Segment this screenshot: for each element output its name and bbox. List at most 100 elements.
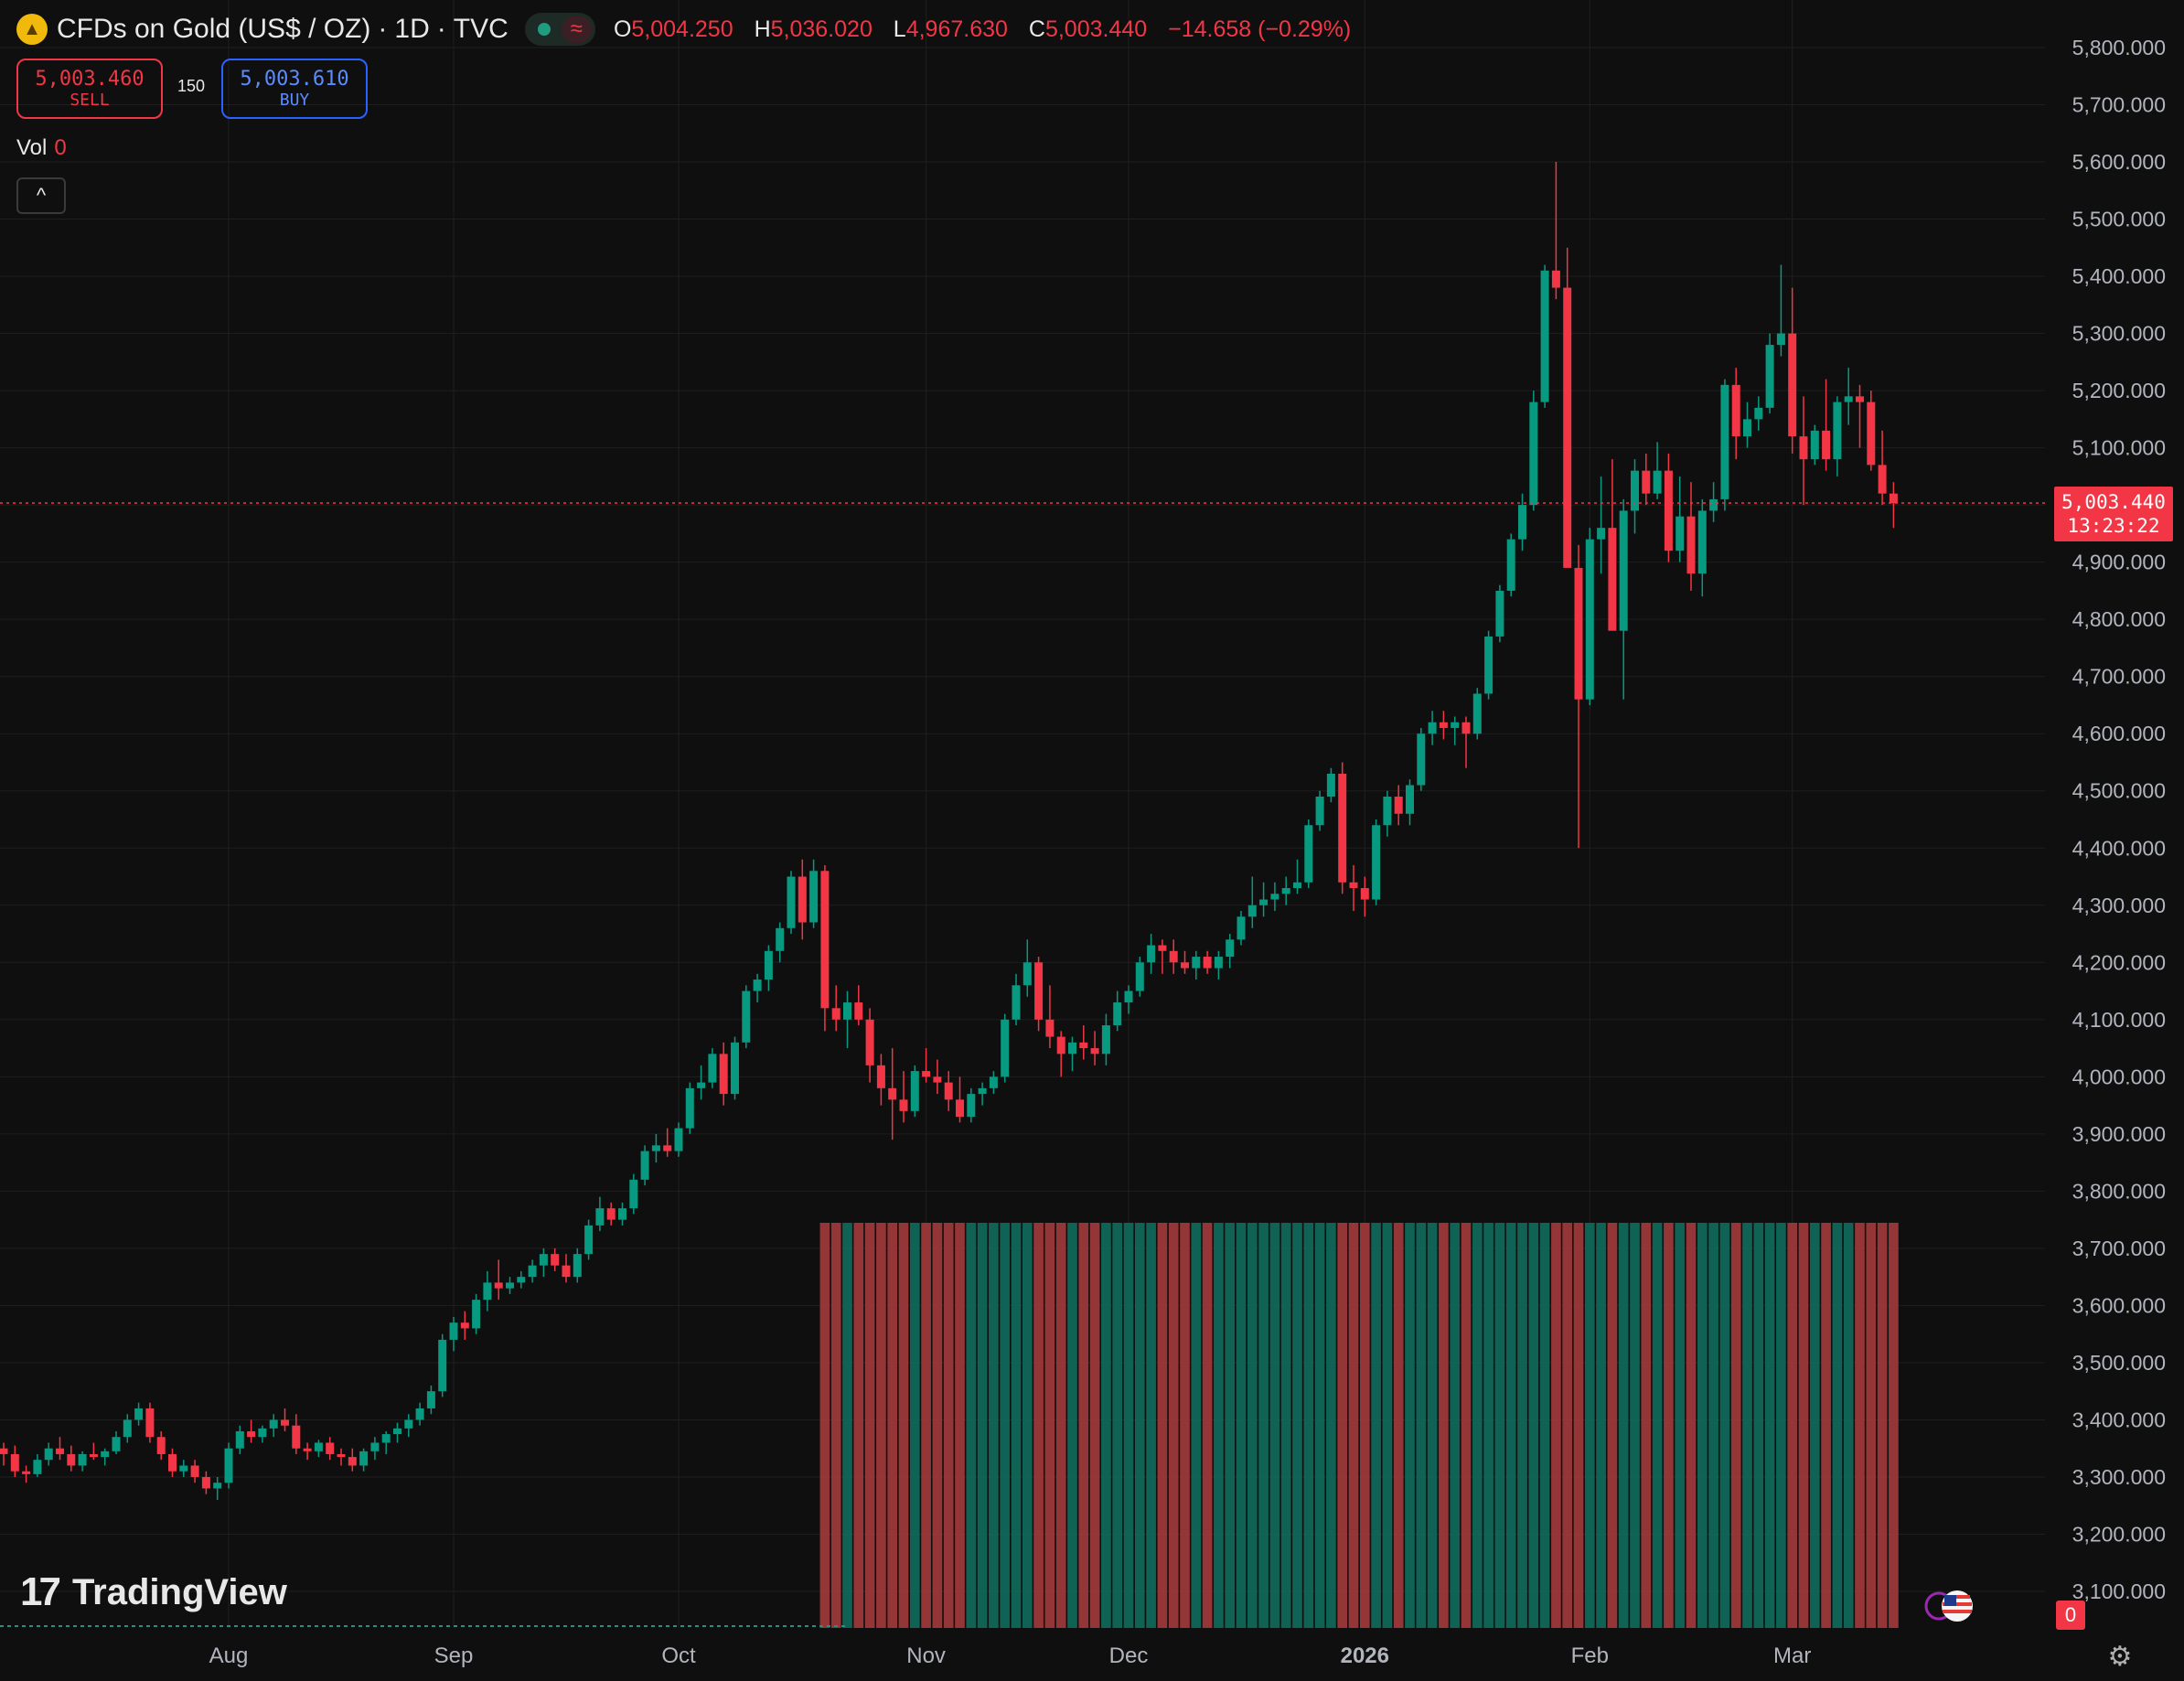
- price-axis-label: 3,600.000: [2072, 1293, 2166, 1317]
- candle-body: [1372, 825, 1381, 900]
- candle-body: [539, 1254, 548, 1266]
- price-axis-label: 5,600.000: [2072, 150, 2166, 174]
- buy-button[interactable]: 5,003.610 BUY: [221, 59, 368, 119]
- candle-body: [56, 1448, 64, 1454]
- candle-body: [1697, 510, 1707, 574]
- candle-body: [618, 1208, 626, 1220]
- candle-body: [978, 1087, 987, 1095]
- volume-bar: [1832, 1223, 1843, 1628]
- candle-body: [33, 1460, 42, 1474]
- sell-button[interactable]: 5,003.460 SELL: [16, 59, 163, 119]
- candle-body: [1540, 270, 1549, 402]
- candle-body: [1214, 957, 1223, 969]
- interval-label[interactable]: 1D: [394, 14, 430, 44]
- candle-body: [359, 1451, 369, 1466]
- candle-body: [809, 871, 819, 923]
- candle-body: [1731, 384, 1740, 437]
- ohlc-readout: O5,004.250 H5,036.020 L4,967.630 C5,003.…: [614, 16, 1365, 43]
- tradingview-logo[interactable]: 17 TradingView: [20, 1569, 287, 1615]
- volume-bar: [1134, 1223, 1145, 1628]
- volume-bar: [1866, 1223, 1877, 1628]
- candle-body: [438, 1339, 447, 1392]
- candle-body: [1349, 882, 1358, 889]
- candle-body: [10, 1453, 19, 1472]
- gold-coin-icon: ▲: [16, 14, 48, 45]
- candle-body: [1304, 825, 1313, 883]
- collapse-legend-button[interactable]: ^: [16, 177, 66, 214]
- alert-count-badge[interactable]: 0: [2056, 1601, 2085, 1630]
- candle-body: [1068, 1042, 1076, 1055]
- volume-bar: [819, 1223, 830, 1628]
- candle-body: [494, 1282, 503, 1289]
- volume-bar: [887, 1223, 898, 1628]
- volume-bar: [909, 1223, 920, 1628]
- candle-body: [1754, 407, 1763, 420]
- volume-bar: [1146, 1223, 1156, 1628]
- volume-bar: [943, 1223, 954, 1628]
- candle-body: [674, 1128, 683, 1151]
- volume-bar: [1787, 1223, 1798, 1628]
- candle-body: [1472, 693, 1482, 734]
- candle-body: [1686, 516, 1696, 574]
- time-axis-label: Sep: [434, 1644, 474, 1668]
- market-status-badge[interactable]: ≈: [524, 13, 595, 46]
- price-axis-label: 4,000.000: [2072, 1065, 2166, 1088]
- tradingview-mark-icon: 17: [20, 1569, 61, 1614]
- volume-bar: [1044, 1223, 1055, 1628]
- candle-body: [1822, 430, 1831, 460]
- volume-bars: [0, 1223, 1899, 1628]
- volume-bar: [1214, 1223, 1224, 1628]
- candle-body: [1101, 1025, 1110, 1055]
- candle-body: [67, 1453, 76, 1466]
- volume-bar: [1022, 1223, 1033, 1628]
- candle-body: [1360, 888, 1369, 900]
- volume-bar: [1123, 1223, 1134, 1628]
- price-axis-label: 3,800.000: [2072, 1179, 2166, 1203]
- candle-body: [831, 1008, 840, 1020]
- candle-body: [528, 1265, 537, 1278]
- volume-bar: [921, 1223, 931, 1628]
- candle-body: [1653, 470, 1662, 494]
- candle-body: [685, 1087, 694, 1129]
- candle-body: [1833, 402, 1842, 460]
- volume-legend[interactable]: Vol 0: [16, 135, 67, 161]
- volume-bar: [977, 1223, 988, 1628]
- gear-icon[interactable]: ⚙: [2107, 1642, 2133, 1672]
- price-axis-label: 3,700.000: [2072, 1237, 2166, 1260]
- candle-body: [1776, 333, 1785, 346]
- volume-bar: [1450, 1223, 1461, 1628]
- candle-body: [449, 1322, 458, 1340]
- candle-body: [731, 1042, 739, 1095]
- candle-body: [269, 1419, 278, 1429]
- volume-bar: [1089, 1223, 1100, 1628]
- candle-body: [1529, 402, 1538, 506]
- exchange-label[interactable]: TVC: [453, 14, 509, 44]
- volume-bar: [1427, 1223, 1438, 1628]
- candle-body: [787, 876, 796, 928]
- price-axis[interactable]: 5,800.000 5,700.000 5,600.000 5,500.000 5,40…: [2072, 36, 2166, 1603]
- candle-body: [854, 1002, 863, 1020]
- volume-bar: [1596, 1223, 1606, 1628]
- volume-bar: [1055, 1223, 1066, 1628]
- symbol-title[interactable]: CFDs on Gold (US$ / OZ): [57, 14, 371, 44]
- candle-body: [1461, 722, 1471, 734]
- volume-bar: [1348, 1223, 1359, 1628]
- candle-body: [1551, 270, 1560, 288]
- volume-bar: [1011, 1223, 1022, 1628]
- volume-bar: [1191, 1223, 1202, 1628]
- price-axis-label: 5,200.000: [2072, 379, 2166, 402]
- volume-bar: [1303, 1223, 1314, 1628]
- candle-body: [629, 1179, 638, 1209]
- economic-events-icon[interactable]: [1924, 1586, 1975, 1626]
- tradingview-wordmark: TradingView: [71, 1571, 287, 1612]
- candle-body: [1642, 470, 1651, 494]
- time-axis[interactable]: Aug Sep Oct Nov Dec 2026 Feb Mar: [209, 1644, 1812, 1668]
- candle-body: [303, 1448, 312, 1451]
- volume-bar: [1258, 1223, 1269, 1628]
- chart-header: ▲ CFDs on Gold (US$ / OZ) · 1D · TVC ≈ O…: [16, 7, 1365, 51]
- candle-body: [1338, 773, 1347, 883]
- close-value: 5,003.440: [1044, 16, 1148, 42]
- candle-body: [865, 1019, 874, 1065]
- candle-body: [517, 1277, 526, 1283]
